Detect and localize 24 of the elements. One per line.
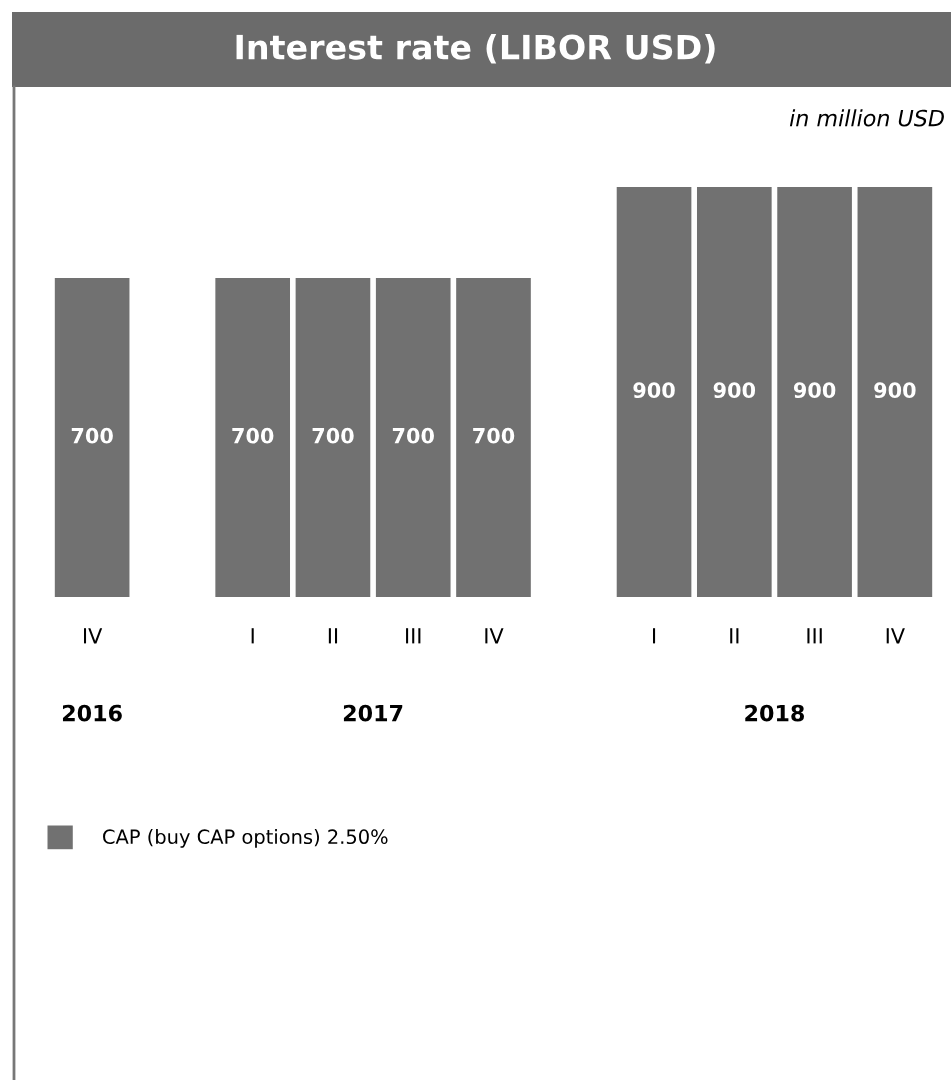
x-tick-label: I	[251, 628, 254, 644]
data-label: 700	[312, 427, 354, 444]
x-tick-label: III	[406, 628, 421, 644]
text: 2016	[62, 704, 122, 722]
x-tick-label: II	[730, 628, 739, 644]
data-label: 900	[713, 382, 756, 399]
text: in million USD	[789, 109, 944, 127]
text: 2017	[343, 704, 403, 722]
data-label: 900	[793, 382, 836, 399]
data-label: 700	[71, 427, 113, 444]
text: 2018	[745, 704, 804, 722]
x-tick-label: I	[653, 628, 656, 644]
data-label: 700	[392, 427, 434, 444]
x-tick-label: II	[328, 628, 338, 644]
x-tick-label: IV	[485, 628, 504, 644]
data-label: 900	[874, 382, 916, 399]
data-label: 700	[473, 427, 515, 444]
x-tick-label: IV	[83, 628, 103, 644]
x-tick-label: IV	[886, 628, 905, 644]
chart-title: Interest rate (LIBOR USD)	[236, 33, 715, 64]
data-label: 700	[232, 427, 274, 444]
legend-label: CAP (buy CAP options) 2.50%	[103, 829, 388, 848]
data-label: 900	[633, 382, 675, 399]
x-tick-label: III	[807, 628, 822, 644]
